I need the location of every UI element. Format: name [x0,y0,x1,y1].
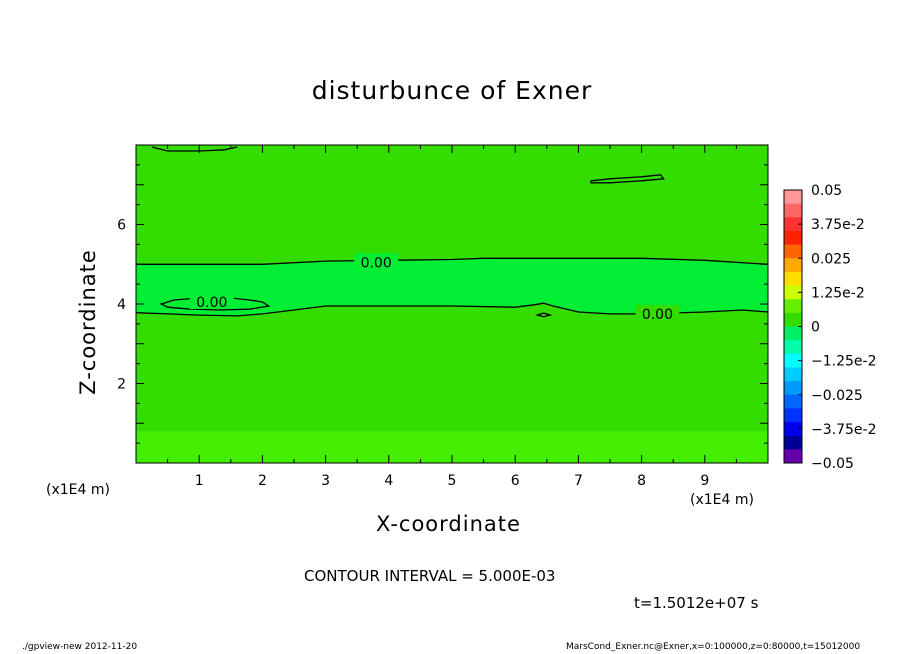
colorbar-label: 0.05 [811,183,842,199]
colorbar-swatch [784,230,802,246]
contour-label-bg [635,304,680,321]
contour-closed-top-right [590,174,665,184]
colorbar-swatch [784,422,802,437]
colorbar-label: −3.75e-2 [811,422,876,438]
colorbar-label: −0.025 [811,388,863,404]
fill-band [136,258,768,316]
colorbar-swatch [784,381,802,396]
y-tick-label: 4 [117,297,126,313]
x-tick-label: 8 [637,473,646,489]
colorbar-swatch [784,190,802,205]
x-axis-label: X-coordinate [376,512,521,536]
contour-label: 0.00 [642,307,673,323]
contour-labels: 0.00 0.00 0.00 [189,253,680,323]
y-axis-label: Z-coordinate [76,249,100,395]
y-tick-label: 2 [117,377,126,393]
colorbar-swatch [784,408,802,423]
x-tick-label: 7 [574,473,583,489]
colorbar-swatch [784,271,802,287]
x-tick-label: 4 [384,473,393,489]
colorbar-swatch [784,244,802,259]
contour-label: 0.00 [196,295,227,311]
y-tick-label: 6 [117,218,126,234]
colorbar-swatch [784,340,802,355]
colorbar-swatch [784,203,802,218]
x-tick-label: 3 [321,473,330,489]
colorbar-swatch [784,367,802,382]
plot-fill [136,145,768,463]
x-tick-label: 6 [511,473,520,489]
colorbar: 0.05 3.75e-2 0.025 1.25e-2 0 −1.25e-2 −0.025 −3… [783,183,876,472]
contour-closed-small [534,312,553,318]
colorbar-swatch [784,299,802,314]
footer-left: ./gpview-new 2012-11-20 [22,642,138,652]
colorbar-swatch [784,435,802,450]
colorbar-swatch [784,326,802,341]
contour-upper [136,257,769,265]
colorbar-swatch [784,449,802,464]
colorbar-label: 0.025 [811,251,851,267]
colorbar-label: −0.05 [811,456,854,472]
x-tick-label: 2 [258,473,267,489]
colorbar-swatch [784,217,802,232]
x-tick-label: 9 [700,473,709,489]
colorbar-swatch [784,285,802,300]
colorbar-swatch [784,258,802,273]
chart-title: disturbunce of Exner [311,76,593,105]
contour-label-bg [189,293,234,310]
colorbar-label: 1.25e-2 [811,285,865,301]
contour-label: 0.00 [361,255,392,271]
x-tick-label: 5 [448,473,457,489]
footer-right: MarsCond_Exner.nc@Exner,x=0:100000,z=0:8… [566,642,861,652]
time-label: t=1.5012e+07 s [634,594,759,612]
contour-label-bg [354,253,399,270]
colorbar-swatch [784,394,802,409]
colorbar-swatch [784,312,802,327]
colorbar-label: 3.75e-2 [811,217,865,233]
x-unit-left: (x1E4 m) [46,482,110,498]
colorbar-label: 0 [811,320,820,336]
colorbar-swatch [784,353,802,368]
axis-ticks: 1 2 3 4 5 6 7 8 9 2 4 6 [117,144,769,489]
x-unit-right: (x1E4 m) [690,492,754,508]
x-tick-label: 1 [195,473,204,489]
contour-interval-note: CONTOUR INTERVAL = 5.000E-03 [304,567,556,585]
colorbar-label: −1.25e-2 [811,354,876,370]
